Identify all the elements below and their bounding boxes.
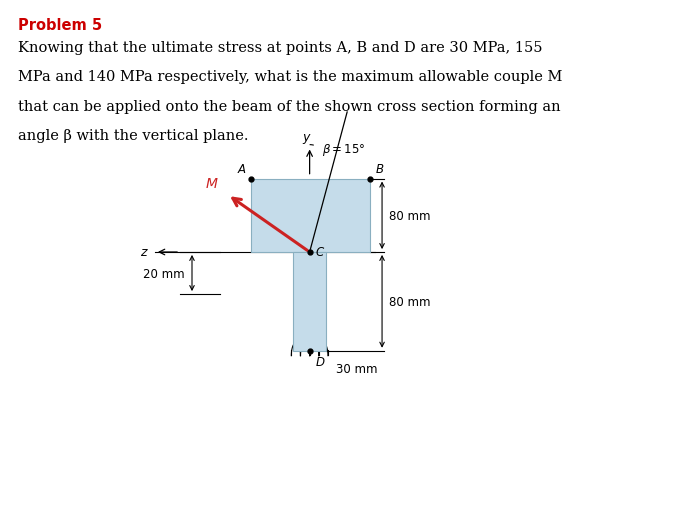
Text: 80 mm: 80 mm: [389, 210, 430, 222]
Bar: [293, 252, 326, 351]
Text: MPa and 140 MPa respectively, what is the maximum allowable couple M: MPa and 140 MPa respectively, what is th…: [18, 70, 562, 84]
Text: $\beta = 15°$: $\beta = 15°$: [322, 141, 365, 158]
Text: 30 mm: 30 mm: [336, 363, 378, 375]
Text: Knowing that the ultimate stress at points A, B and D are 30 MPa, 155: Knowing that the ultimate stress at poin…: [18, 41, 543, 55]
Text: 20 mm: 20 mm: [143, 267, 185, 280]
Text: 80 mm: 80 mm: [389, 295, 430, 308]
Bar: [251, 179, 370, 252]
Text: angle β with the vertical plane.: angle β with the vertical plane.: [18, 129, 249, 143]
Text: z: z: [141, 246, 147, 259]
Text: D: D: [316, 355, 325, 368]
Text: Problem 5: Problem 5: [18, 18, 102, 33]
Text: M: M: [206, 176, 218, 190]
Text: A: A: [237, 162, 245, 175]
Text: C: C: [316, 246, 324, 259]
Text: y: y: [302, 130, 310, 143]
Text: B: B: [376, 162, 384, 175]
Text: that can be applied onto the beam of the shown cross section forming an: that can be applied onto the beam of the…: [18, 100, 561, 114]
